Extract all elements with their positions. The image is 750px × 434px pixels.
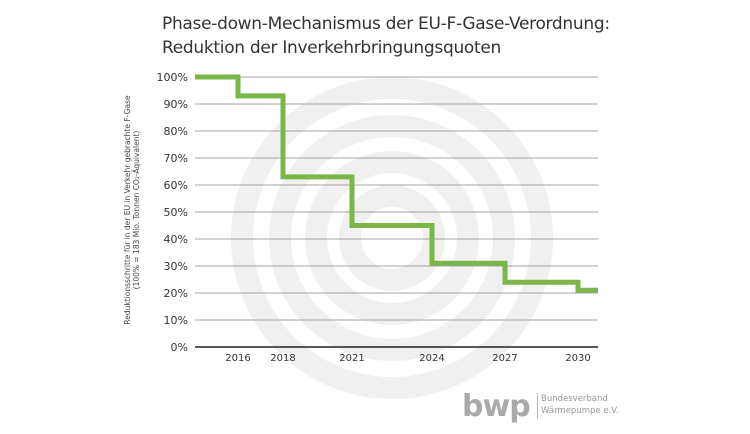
x-tick-label: 2016 xyxy=(225,353,250,364)
watermark-spiral xyxy=(231,77,553,399)
logo-line2: Wärmepumpe e.V. xyxy=(541,406,619,416)
watermark-ring xyxy=(231,77,553,399)
watermark-ring xyxy=(305,151,479,325)
x-tick-label: 2018 xyxy=(270,353,295,364)
y-tick-label: 20% xyxy=(164,287,188,300)
y-tick-label: 90% xyxy=(164,98,188,111)
y-axis-label-line1: Reduktionsschritte für in der EU in Verk… xyxy=(123,95,132,325)
logo-divider xyxy=(537,393,538,419)
watermark-ring xyxy=(339,185,445,291)
title-line: Phase-down-Mechanismus der EU-F-Gase-Ver… xyxy=(162,14,610,34)
x-tick-label: 2027 xyxy=(492,353,517,364)
x-tick-label: 2024 xyxy=(419,353,444,364)
x-tick-label: 2021 xyxy=(339,353,364,364)
series-line xyxy=(195,74,598,293)
x-tick-label: 2030 xyxy=(565,353,590,364)
y-tick-label: 50% xyxy=(164,206,188,219)
y-axis-label: Reduktionsschritte für in der EU in Verk… xyxy=(123,75,141,345)
chart-title: Phase-down-Mechanismus der EU-F-Gase-Ver… xyxy=(162,12,610,60)
y-tick-label: 30% xyxy=(164,260,188,273)
bwp-logo: bwp xyxy=(462,389,531,424)
y-tick-label: 40% xyxy=(164,233,188,246)
y-tick-label: 60% xyxy=(164,179,188,192)
y-tick-label: 0% xyxy=(171,341,188,354)
logo-text: Bundesverband Wärmepumpe e.V. xyxy=(541,393,619,417)
subtitle-line: Reduktion der Inverkehrbringungsquoten xyxy=(162,38,502,58)
y-tick-label: 100% xyxy=(157,71,188,84)
y-tick-label: 70% xyxy=(164,152,188,165)
y-tick-label: 10% xyxy=(164,314,188,327)
y-tick-label: 80% xyxy=(164,125,188,138)
watermark-ring xyxy=(269,115,515,361)
logo-line1: Bundesverband xyxy=(541,394,608,404)
y-axis-label-line2: (100% = 183 Mio. Tonnen CO₂-Äquivalent) xyxy=(132,130,141,290)
